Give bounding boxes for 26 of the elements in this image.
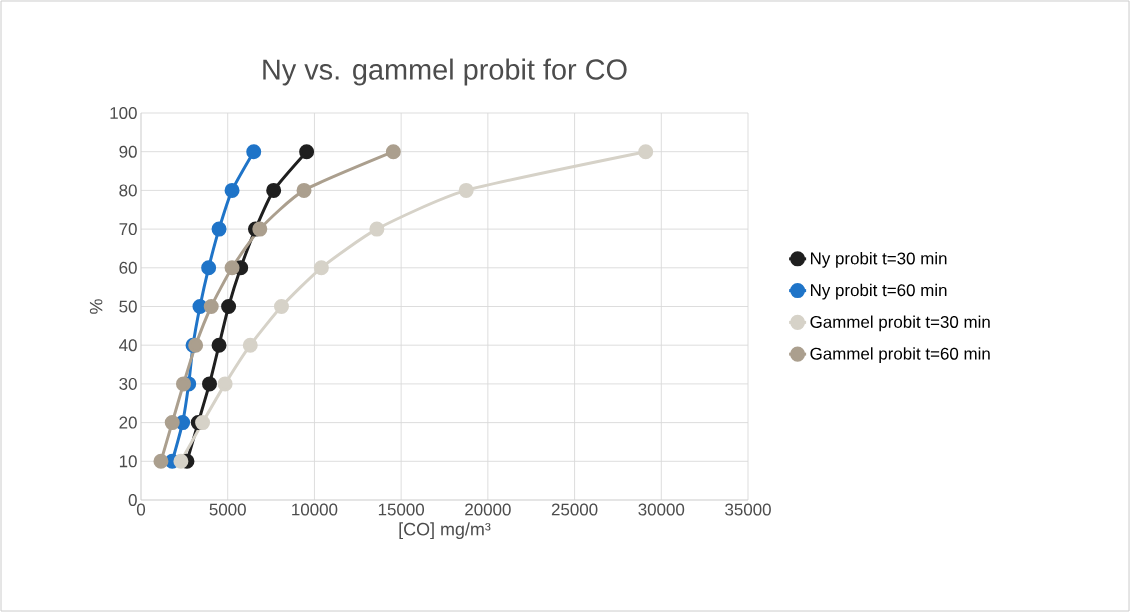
y-tick-label: 10 [119, 455, 137, 468]
x-tick-label: 35000 [725, 503, 771, 516]
y-tick-label: 70 [119, 223, 137, 236]
legend-label: Ny probit t=60 min [811, 283, 947, 300]
y-tick-label: 40 [119, 339, 137, 352]
x-tick-label: 15000 [378, 503, 425, 516]
y-tick-label: 50 [119, 300, 137, 313]
x-axis-title: [CO] mg/m³ [399, 522, 491, 540]
y-tick-label: 60 [119, 261, 137, 274]
chart-title: Ny vs. gammel probit for CO [263, 58, 627, 86]
y-tick-label: 20 [119, 416, 137, 429]
x-tick-label: 30000 [638, 503, 685, 516]
y-tick-label: 30 [119, 377, 137, 390]
y-axis-title: % [89, 299, 103, 314]
y-tick-label: 90 [119, 145, 137, 158]
y-tick-label: 0 [128, 494, 137, 506]
y-tick-label: 80 [119, 184, 137, 197]
y-tick-label: 100 [110, 107, 137, 119]
legend-label: Gammel probit t=60 min [810, 347, 990, 364]
x-tick-label: 20000 [465, 503, 511, 516]
legend-label: Ny probit t=30 min [811, 251, 947, 268]
x-tick-label: 10000 [292, 503, 338, 516]
legend-label: Gammel probit t=30 min [810, 315, 990, 332]
x-tick-label: 5000 [209, 503, 246, 516]
x-tick-label: 0 [136, 503, 146, 516]
x-tick-label: 25000 [551, 503, 598, 516]
